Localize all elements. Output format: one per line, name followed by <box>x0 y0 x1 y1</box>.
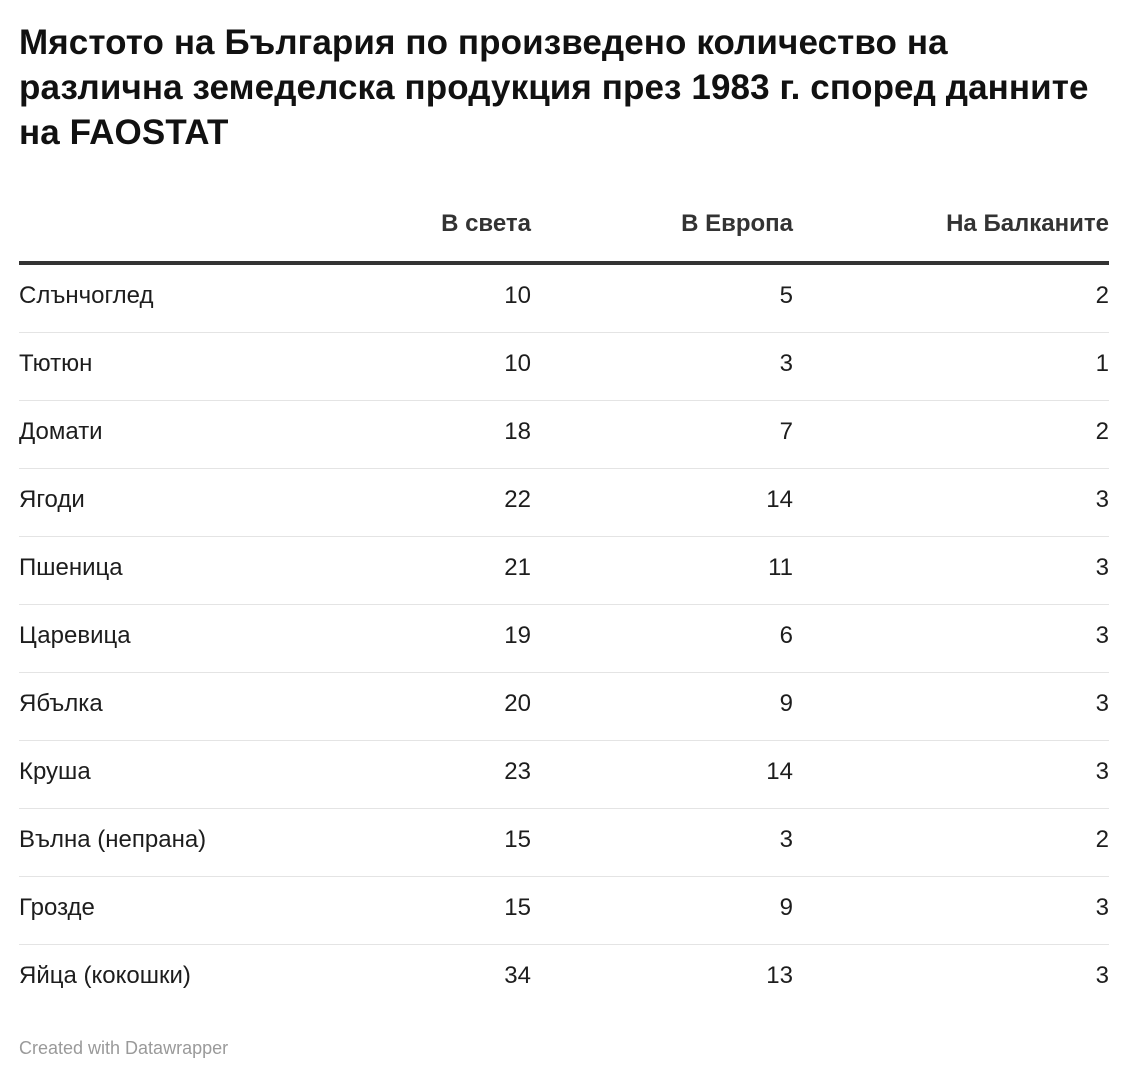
table-row: Круша 23 14 3 <box>19 741 1109 809</box>
table-row: Слънчоглед 10 5 2 <box>19 265 1109 333</box>
cell-world-rank: 15 <box>504 894 531 921</box>
cell-europe-rank: 14 <box>766 486 793 513</box>
column-header-europe[interactable]: В Европа <box>681 210 793 237</box>
table-row: Яйца (кокошки) 34 13 3 <box>19 945 1109 1012</box>
cell-europe-rank: 11 <box>768 554 793 581</box>
row-label: Пшеница <box>19 554 123 581</box>
row-label: Круша <box>19 758 91 785</box>
cell-world-rank: 10 <box>504 350 531 377</box>
cell-europe-rank: 5 <box>779 282 793 309</box>
cell-balkans-rank: 3 <box>1095 486 1109 513</box>
data-table: В света В Европа На Балканите Слънчоглед… <box>19 198 1109 1012</box>
row-label: Ягоди <box>19 486 85 513</box>
cell-europe-rank: 6 <box>779 622 793 649</box>
cell-world-rank: 15 <box>504 826 531 853</box>
cell-balkans-rank: 3 <box>1095 690 1109 717</box>
cell-europe-rank: 9 <box>779 894 793 921</box>
row-label: Слънчоглед <box>19 282 154 309</box>
cell-balkans-rank: 2 <box>1095 282 1109 309</box>
cell-balkans-rank: 3 <box>1095 962 1109 989</box>
cell-europe-rank: 3 <box>779 350 793 377</box>
cell-europe-rank: 3 <box>779 826 793 853</box>
cell-europe-rank: 13 <box>766 962 793 989</box>
cell-balkans-rank: 3 <box>1095 622 1109 649</box>
row-label: Яйца (кокошки) <box>19 962 191 989</box>
column-header-balkans[interactable]: На Балканите <box>946 210 1109 237</box>
cell-world-rank: 22 <box>504 486 531 513</box>
cell-balkans-rank: 3 <box>1095 758 1109 785</box>
cell-balkans-rank: 1 <box>1095 350 1109 377</box>
table-row: Грозде 15 9 3 <box>19 877 1109 945</box>
cell-europe-rank: 7 <box>779 418 793 445</box>
cell-balkans-rank: 3 <box>1095 554 1109 581</box>
table-row: Пшеница 21 11 3 <box>19 537 1109 605</box>
cell-balkans-rank: 2 <box>1095 418 1109 445</box>
cell-world-rank: 10 <box>504 282 531 309</box>
cell-balkans-rank: 2 <box>1095 826 1109 853</box>
row-label: Домати <box>19 418 103 445</box>
cell-world-rank: 21 <box>504 554 531 581</box>
row-label: Ябълка <box>19 690 103 717</box>
cell-world-rank: 18 <box>504 418 531 445</box>
cell-world-rank: 23 <box>504 758 531 785</box>
credit-footer: Created with Datawrapper <box>19 1038 229 1058</box>
cell-europe-rank: 9 <box>779 690 793 717</box>
cell-world-rank: 34 <box>504 962 531 989</box>
table-row: Ягоди 22 14 3 <box>19 469 1109 537</box>
cell-world-rank: 19 <box>504 622 531 649</box>
row-label: Царевица <box>19 622 131 649</box>
table-row: Домати 18 7 2 <box>19 401 1109 469</box>
cell-world-rank: 20 <box>504 690 531 717</box>
table-body: Слънчоглед 10 5 2 Тютюн 10 3 1 Домати 18 7 2 Ягоди 22… <box>19 265 1109 1012</box>
chart-title: Мястото на България по произведено колич… <box>19 23 1089 152</box>
table-row: Вълна (непрана) 15 3 2 <box>19 809 1109 877</box>
cell-europe-rank: 14 <box>766 758 793 785</box>
cell-balkans-rank: 3 <box>1095 894 1109 921</box>
table-row: Тютюн 10 3 1 <box>19 333 1109 401</box>
row-label: Грозде <box>19 894 95 921</box>
column-header-world[interactable]: В света <box>441 210 531 237</box>
table-row: Ябълка 20 9 3 <box>19 673 1109 741</box>
table-header: В света В Европа На Балканите <box>19 198 1109 265</box>
table-row: Царевица 19 6 3 <box>19 605 1109 673</box>
row-label: Тютюн <box>19 350 93 377</box>
row-label: Вълна (непрана) <box>19 826 207 853</box>
